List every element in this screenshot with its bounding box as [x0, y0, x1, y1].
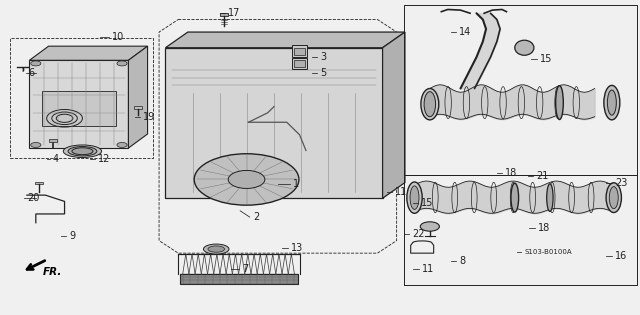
Text: FR.: FR.	[43, 267, 62, 277]
Text: 21: 21	[536, 171, 548, 181]
Text: 22: 22	[413, 229, 425, 239]
Ellipse shape	[511, 183, 518, 212]
Ellipse shape	[547, 184, 553, 211]
Text: 15: 15	[421, 198, 433, 208]
Text: 5: 5	[320, 68, 326, 78]
Ellipse shape	[72, 148, 93, 155]
Bar	[220, 13, 228, 16]
Circle shape	[117, 142, 127, 147]
Text: 8: 8	[460, 256, 465, 266]
Ellipse shape	[515, 40, 534, 55]
Ellipse shape	[424, 92, 436, 117]
Text: 14: 14	[460, 27, 472, 37]
Text: 6: 6	[29, 68, 35, 78]
Polygon shape	[383, 32, 405, 198]
Text: S103-B0100A: S103-B0100A	[524, 249, 572, 255]
Bar	[294, 48, 305, 54]
Bar	[292, 58, 307, 69]
Text: 13: 13	[291, 243, 303, 254]
Text: 1: 1	[293, 179, 300, 189]
Text: 4: 4	[53, 154, 59, 164]
Text: 16: 16	[615, 251, 627, 261]
Circle shape	[31, 142, 41, 147]
Text: 9: 9	[70, 231, 76, 241]
Circle shape	[228, 170, 265, 188]
Text: 19: 19	[143, 112, 156, 122]
Circle shape	[31, 61, 41, 66]
Text: 17: 17	[228, 8, 241, 18]
Bar	[49, 139, 57, 142]
Polygon shape	[129, 46, 148, 148]
Bar	[134, 106, 142, 109]
Ellipse shape	[410, 186, 419, 209]
Bar	[35, 182, 43, 184]
Text: 7: 7	[242, 264, 248, 274]
Text: 18: 18	[538, 223, 550, 233]
Text: 11: 11	[422, 264, 435, 274]
Text: 12: 12	[99, 154, 111, 164]
Text: 23: 23	[615, 178, 627, 188]
Ellipse shape	[421, 89, 439, 120]
Text: 10: 10	[113, 32, 125, 42]
Text: 11: 11	[396, 187, 408, 197]
Polygon shape	[166, 32, 405, 48]
Polygon shape	[29, 46, 148, 60]
Ellipse shape	[208, 246, 225, 252]
Text: 20: 20	[28, 193, 40, 203]
Text: 3: 3	[320, 52, 326, 62]
Bar	[292, 45, 307, 56]
Ellipse shape	[604, 85, 620, 120]
Polygon shape	[29, 60, 129, 148]
Ellipse shape	[607, 90, 616, 115]
Circle shape	[194, 154, 299, 205]
Ellipse shape	[204, 244, 229, 254]
Ellipse shape	[63, 145, 102, 158]
Bar	[294, 60, 305, 67]
Bar	[179, 274, 298, 284]
Ellipse shape	[68, 146, 97, 156]
Circle shape	[117, 61, 127, 66]
Text: 18: 18	[505, 168, 518, 178]
Polygon shape	[166, 48, 383, 198]
Bar	[42, 91, 116, 126]
Text: 2: 2	[253, 212, 259, 222]
Ellipse shape	[407, 182, 422, 213]
Ellipse shape	[556, 86, 563, 120]
Ellipse shape	[609, 187, 618, 209]
Circle shape	[420, 222, 440, 231]
Text: 15: 15	[540, 54, 553, 64]
Ellipse shape	[606, 183, 621, 213]
